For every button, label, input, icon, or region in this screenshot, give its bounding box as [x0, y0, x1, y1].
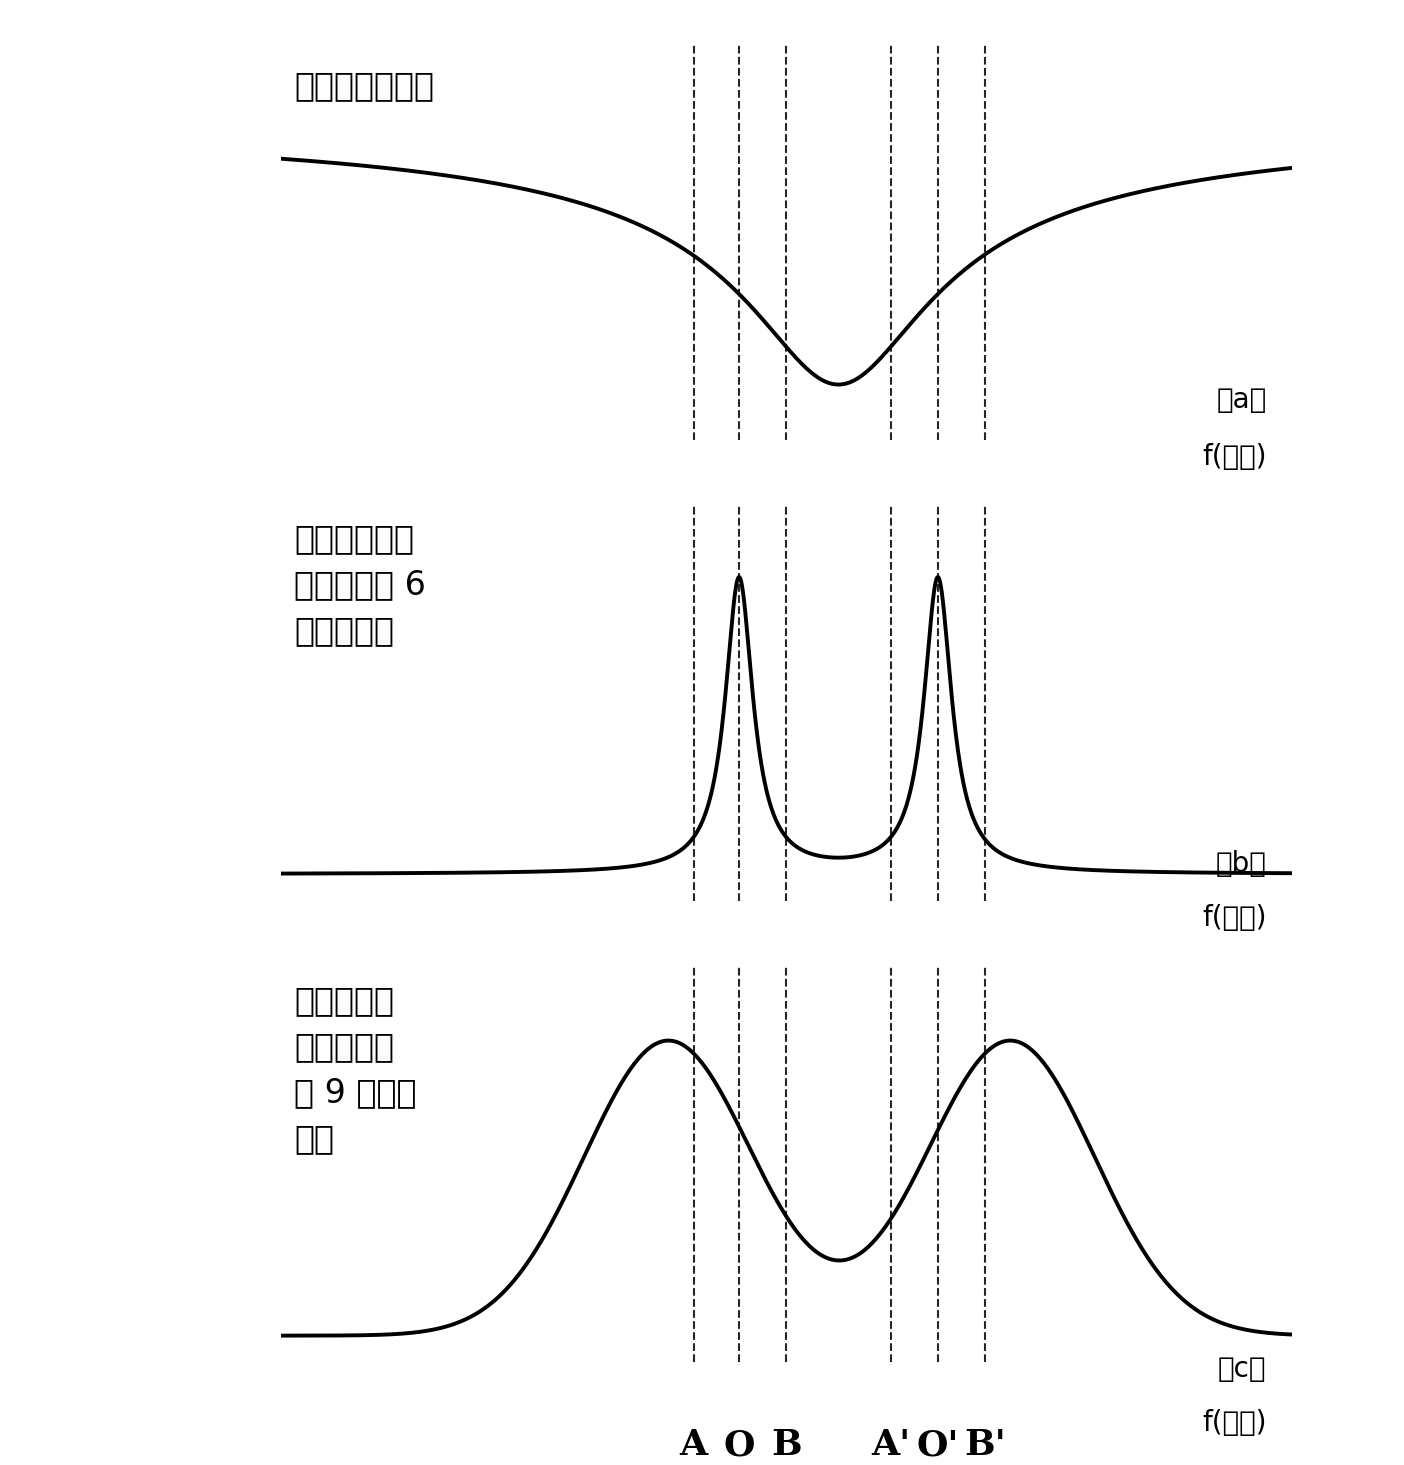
- Text: B': B': [965, 1428, 1005, 1462]
- Text: f(频率): f(频率): [1202, 904, 1266, 932]
- Text: 原子的吸收谱线: 原子的吸收谱线: [295, 70, 434, 103]
- Text: B: B: [771, 1428, 802, 1462]
- Text: （c）: （c）: [1217, 1355, 1266, 1383]
- Text: O': O': [917, 1428, 959, 1462]
- Text: O: O: [723, 1428, 755, 1462]
- Text: （a）: （a）: [1216, 385, 1266, 413]
- Text: 原子法拉第
效应鉴频器
件 9 的透射
曲线: 原子法拉第 效应鉴频器 件 9 的透射 曲线: [295, 983, 417, 1154]
- Text: （b）: （b）: [1216, 850, 1266, 878]
- Text: A: A: [680, 1428, 708, 1462]
- Text: f(频率): f(频率): [1202, 442, 1266, 472]
- Text: f(频率): f(频率): [1202, 1409, 1266, 1437]
- Text: 原子法拉第效
应稳频器件 6
的透射曲线: 原子法拉第效 应稳频器件 6 的透射曲线: [295, 522, 427, 648]
- Text: A': A': [870, 1428, 910, 1462]
